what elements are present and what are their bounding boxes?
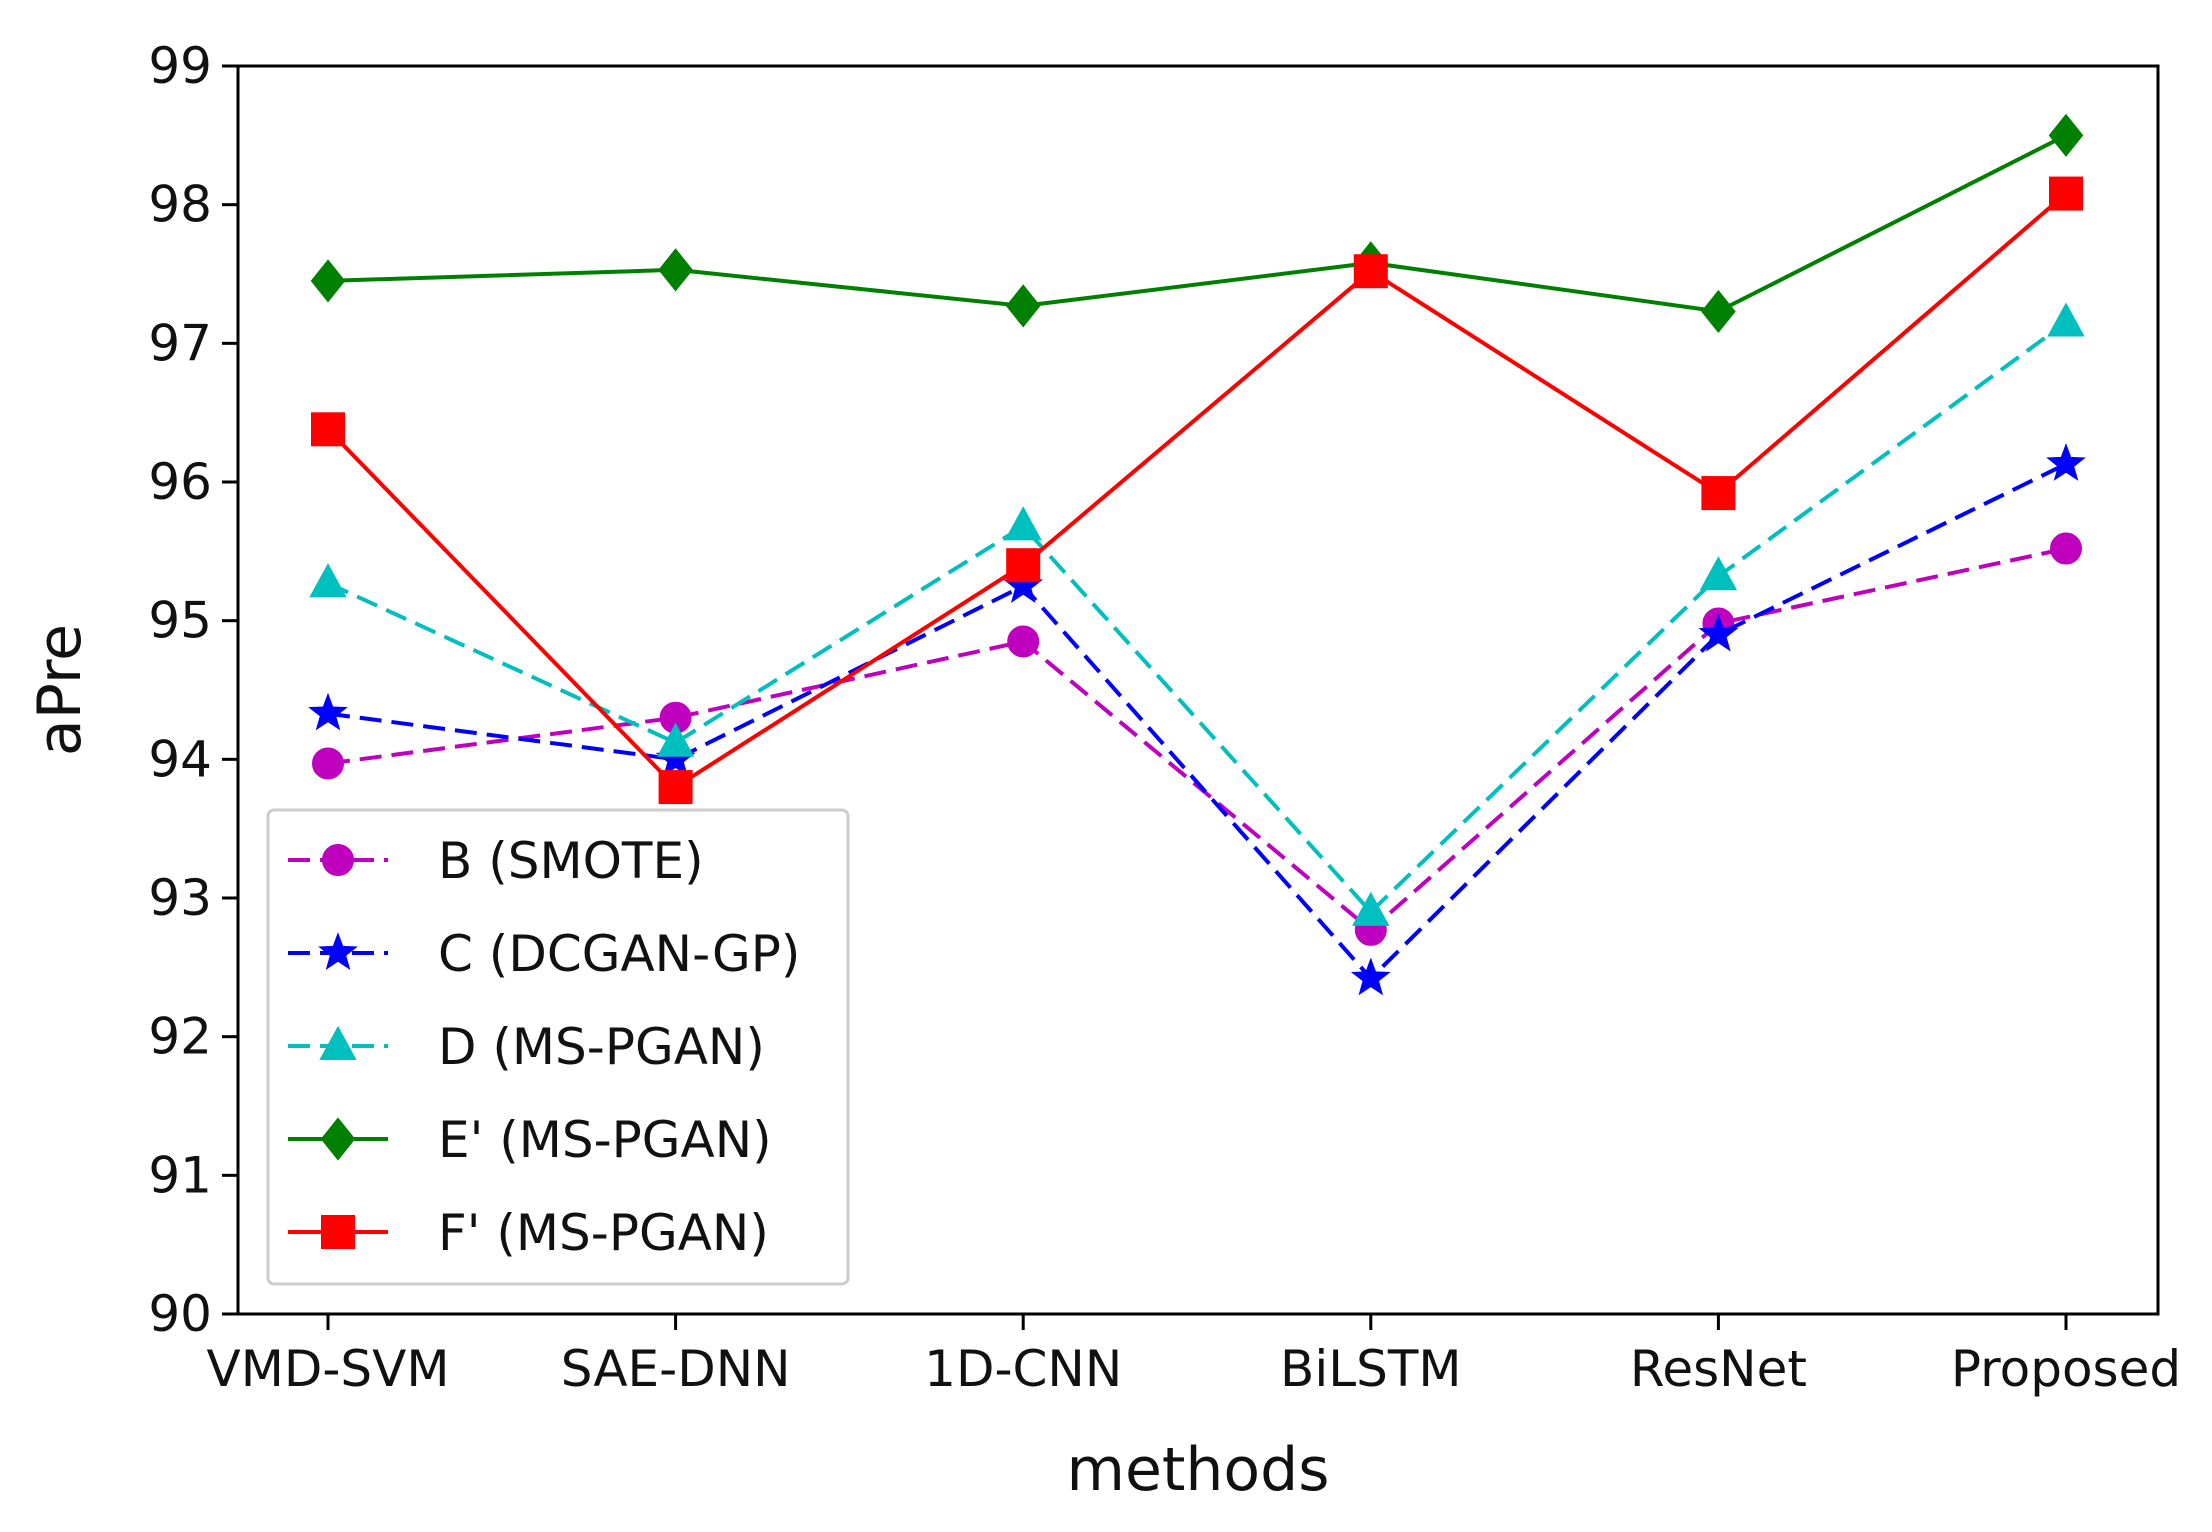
- series-line: [327, 462, 2067, 981]
- legend-marker: [319, 1025, 357, 1060]
- y-tick-label: 92: [148, 1008, 212, 1066]
- x-tick-label: ResNet: [1630, 1340, 1807, 1398]
- x-tick-label: BiLSTM: [1280, 1340, 1461, 1398]
- y-tick-label: 96: [148, 453, 212, 511]
- legend-label: F' (MS-PGAN): [438, 1204, 769, 1262]
- series-3: [309, 302, 2085, 926]
- data-point: [1701, 289, 1736, 334]
- data-point: [658, 770, 693, 805]
- legend-label: E' (MS-PGAN): [438, 1111, 772, 1169]
- series-line: [326, 192, 2068, 790]
- y-tick-label: 90: [148, 1285, 212, 1343]
- legend-marker: [321, 1215, 355, 1249]
- legend-marker: [322, 844, 354, 876]
- data-point: [309, 563, 347, 598]
- y-tick-label: 93: [148, 869, 212, 927]
- y-tick-label: 94: [148, 730, 212, 788]
- y-tick-label: 98: [148, 176, 212, 234]
- x-axis: VMD-SVM SAE-DNN 1D-CNN BiLSTM ResNet Proposed: [207, 1314, 2181, 1398]
- legend-item: B (SMOTE): [288, 832, 704, 890]
- data-point: [1352, 891, 1390, 926]
- legend-label: D (MS-PGAN): [438, 1018, 765, 1076]
- y-axis-title: aPre: [25, 624, 95, 756]
- data-point: [2050, 532, 2082, 565]
- data-point: [1353, 254, 1388, 289]
- legend: B (SMOTE) C (DCGAN-GP) D (MS-PGAN) E' (MS-P…: [266, 808, 850, 1286]
- y-tick-label: 91: [148, 1146, 212, 1204]
- series-2: [308, 443, 2086, 996]
- data-point: [1701, 476, 1736, 511]
- legend-box: [266, 808, 850, 1286]
- data-point: [2049, 176, 2083, 211]
- data-point: [1699, 556, 1738, 591]
- series-line: [327, 133, 2067, 314]
- series-line: [327, 320, 2068, 914]
- data-point: [658, 248, 693, 292]
- plot-frame: [236, 64, 2160, 1316]
- x-axis-title: methods: [1067, 1435, 1330, 1505]
- y-tick-label: 95: [148, 592, 212, 650]
- series-5: [311, 176, 2083, 805]
- data-point: [1006, 548, 1041, 583]
- data-point: [1350, 957, 1391, 996]
- legend-label: C (DCGAN-GP): [438, 925, 800, 983]
- y-axis: 90 91 92 93 94 95 96 97 98 99: [148, 37, 238, 1343]
- legend-marker: [320, 1117, 356, 1161]
- data-point: [312, 747, 344, 780]
- data-point: [2047, 302, 2085, 337]
- data-point: [308, 692, 348, 731]
- data-point: [1698, 613, 1739, 652]
- data-point: [2046, 443, 2086, 481]
- legend-marker: [318, 932, 358, 970]
- legend-item: E' (MS-PGAN): [288, 1111, 772, 1169]
- legend-item: F' (MS-PGAN): [288, 1204, 769, 1262]
- data-point: [311, 412, 345, 447]
- data-point: [310, 259, 346, 303]
- data-point: [656, 722, 695, 757]
- legend-label: B (SMOTE): [438, 832, 704, 890]
- data-point: [1005, 284, 1041, 328]
- data-point: [1004, 506, 1042, 541]
- data-point: [1007, 625, 1040, 658]
- series-layer: [308, 113, 2086, 996]
- y-tick-label: 97: [148, 314, 212, 372]
- x-tick-label: Proposed: [1951, 1340, 2181, 1398]
- x-tick-label: VMD-SVM: [207, 1340, 450, 1398]
- x-tick-label: SAE-DNN: [561, 1340, 791, 1398]
- series-4: [310, 113, 2084, 334]
- x-tick-label: 1D-CNN: [924, 1340, 1122, 1398]
- legend-item: C (DCGAN-GP): [288, 925, 800, 983]
- data-point: [2048, 113, 2084, 157]
- legend-item: D (MS-PGAN): [288, 1018, 765, 1076]
- y-tick-label: 99: [148, 37, 212, 95]
